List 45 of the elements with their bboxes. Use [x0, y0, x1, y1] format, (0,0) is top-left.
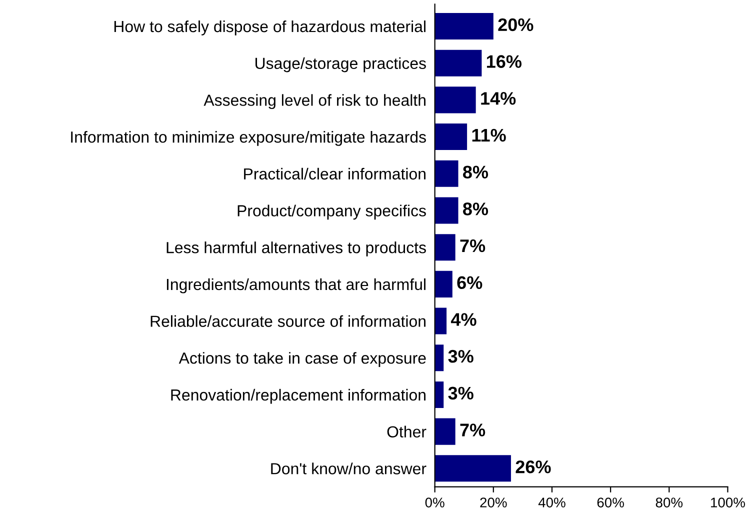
bar	[434, 455, 511, 482]
y-tick-label: Actions to take in case of exposure	[178, 352, 426, 367]
x-tick-label: 0%	[425, 498, 444, 508]
x-tick-label: 40%	[538, 498, 566, 508]
bar	[434, 381, 444, 408]
data-label: 7%	[460, 239, 486, 252]
y-tick-label: Usage/storage practices	[256, 57, 426, 72]
y-tick-label: Don't know/no answer	[271, 462, 426, 474]
y-tick-label: How to safely dispose of hazardous material	[114, 20, 426, 36]
y-tick-label: Other	[387, 426, 426, 438]
y-tick-label: Less harmful alternatives to products	[166, 242, 426, 256]
y-tick-label: Assessing level of risk to health	[204, 94, 426, 110]
x-tick-label: 100%	[711, 498, 745, 508]
data-label: 7%	[460, 424, 486, 436]
data-label: 8%	[463, 202, 488, 216]
bar	[434, 50, 482, 76]
data-label: 3%	[448, 386, 474, 400]
y-tick-label: Practical/clear information	[244, 168, 426, 180]
x-tick-label: 80%	[656, 498, 683, 508]
bar	[434, 197, 458, 224]
bar	[434, 418, 456, 445]
bar	[434, 308, 447, 334]
data-label: 3%	[448, 350, 474, 363]
bar	[434, 234, 456, 261]
y-tick-label: Product/company specifics	[238, 204, 426, 220]
y-tick-label: Information to minimize exposure/mitigate hazards	[71, 131, 426, 146]
bar	[434, 344, 444, 372]
data-label: 20%	[498, 18, 534, 32]
data-label: 4%	[450, 313, 476, 326]
y-tick-label: Reliable/accurate source of information	[150, 315, 426, 327]
bar	[434, 160, 458, 187]
x-tick-label: 20%	[480, 498, 507, 508]
data-label: 16%	[486, 55, 522, 68]
data-label: 6%	[457, 276, 482, 290]
y-tick-label: Renovation/replacement information	[171, 388, 426, 404]
data-label: 14%	[481, 92, 516, 105]
bar	[434, 270, 452, 298]
bar	[434, 86, 476, 114]
bar	[434, 12, 494, 40]
y-tick-label: Ingredients/amounts that are harmful	[166, 278, 426, 294]
data-label: 8%	[463, 166, 488, 178]
x-tick-label: 60%	[597, 498, 624, 508]
bar	[434, 124, 468, 150]
data-label: 11%	[472, 128, 506, 142]
data-label: 26%	[516, 460, 551, 474]
